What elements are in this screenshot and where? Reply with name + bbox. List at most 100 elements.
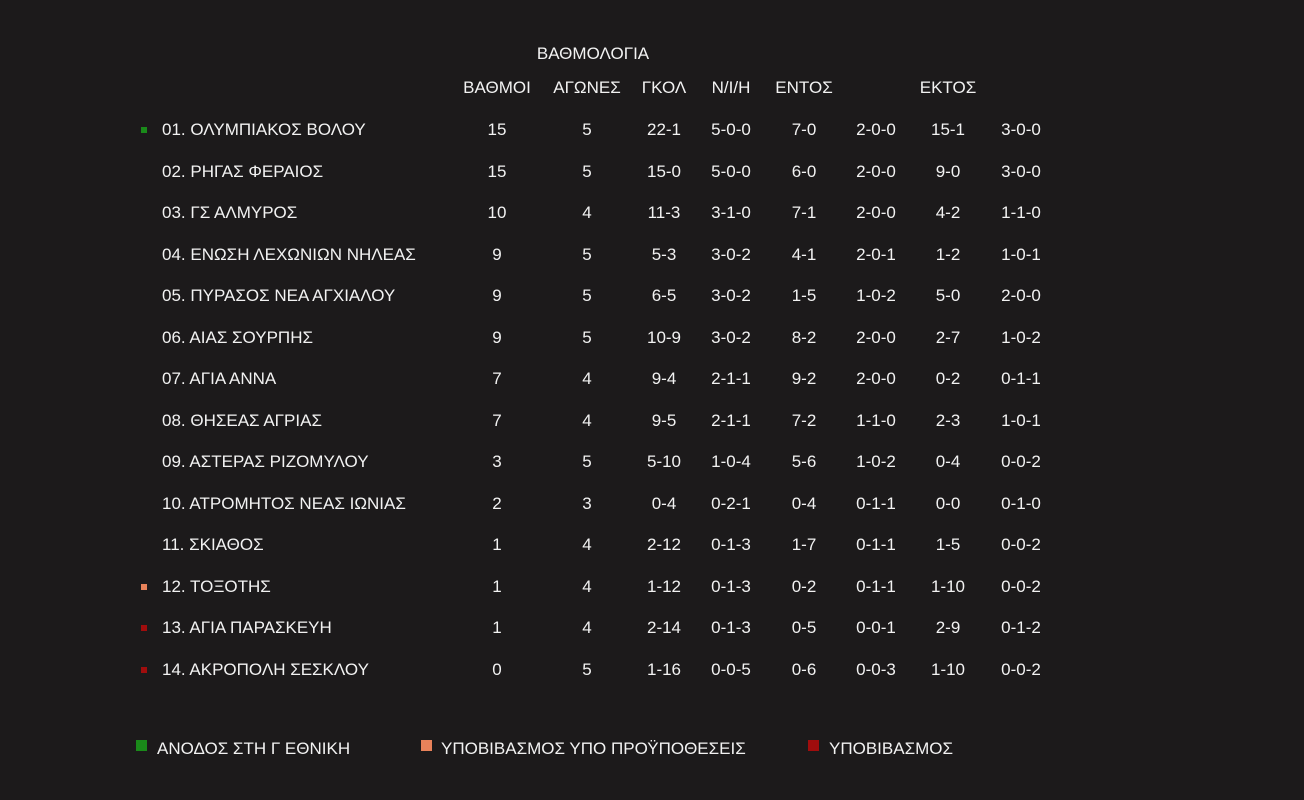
cell-points: 7 — [492, 410, 502, 430]
cell-home-record: 2-0-0 — [856, 161, 896, 181]
cell-games: 5 — [582, 161, 592, 181]
cell-away-record: 1-0-1 — [1001, 410, 1041, 430]
cell-away-record: 1-0-2 — [1001, 327, 1041, 347]
cell-record: 3-1-0 — [711, 203, 751, 222]
cell-goals: 11-3 — [647, 203, 681, 222]
header-games: ΑΓΩΝΕΣ — [553, 78, 621, 97]
team-name: 01. ΟΛΥΜΠΙΑΚΟΣ ΒΟΛΟΥ — [162, 120, 366, 139]
cell-record: 0-2-1 — [711, 493, 751, 513]
cell-record: 3-0-2 — [711, 244, 751, 264]
cell-points: 2 — [492, 493, 502, 513]
cell-record: 3-0-2 — [711, 327, 751, 347]
cell-home-goals: 0-5 — [791, 618, 817, 637]
cell-home-goals: 1-7 — [791, 535, 817, 554]
status-marker — [141, 666, 147, 673]
cell-games: 4 — [582, 203, 592, 222]
cell-games: 3 — [582, 493, 592, 513]
legend-swatch — [421, 740, 432, 751]
cell-games: 5 — [582, 244, 592, 264]
cell-home-goals: 8-2 — [791, 327, 817, 347]
legend-label: ΥΠΟΒΙΒΑΣΜΟΣ — [829, 739, 953, 758]
cell-away-goals: 2-3 — [935, 410, 961, 430]
team-name: 10. ΑΤΡΟΜΗΤΟΣ ΝΕΑΣ ΙΩΝΙΑΣ — [162, 493, 406, 513]
cell-games: 5 — [582, 659, 592, 679]
cell-away-goals: 2-9 — [935, 618, 961, 637]
cell-goals: 15-0 — [646, 161, 682, 181]
cell-goals: 22-1 — [646, 120, 682, 139]
team-name: 05. ΠΥΡΑΣΟΣ ΝΕΑ ΑΓΧΙΑΛΟΥ — [162, 286, 396, 305]
cell-home-goals: 1-5 — [791, 286, 817, 305]
team-name: 08. ΘΗΣΕΑΣ ΑΓΡΙΑΣ — [162, 410, 322, 430]
cell-home-goals: 5-6 — [791, 452, 817, 471]
header-away: ΕΚΤΟΣ — [919, 78, 977, 97]
cell-away-record: 0-1-1 — [1001, 369, 1041, 388]
legend-swatch — [136, 740, 147, 751]
standings-title: ΒΑΘΜΟΛΟΓΙΑ — [536, 44, 650, 63]
cell-away-goals: 1-10 — [930, 659, 966, 679]
team-name: 09. ΑΣΤΕΡΑΣ ΡΙΖΟΜΥΛΟΥ — [162, 452, 369, 471]
cell-away-record: 0-1-2 — [1001, 618, 1041, 637]
cell-goals: 10-9 — [646, 327, 682, 347]
cell-home-goals: 0-6 — [791, 659, 817, 679]
cell-points: 15 — [487, 120, 507, 139]
cell-away-record: 3-0-0 — [1001, 120, 1041, 139]
cell-away-record: 0-1-0 — [1001, 493, 1041, 513]
cell-home-record: 0-0-1 — [856, 618, 896, 637]
cell-away-goals: 5-0 — [935, 286, 961, 305]
legend-swatch — [808, 740, 819, 751]
cell-goals: 6-5 — [651, 286, 677, 305]
team-name: 06. ΑΙΑΣ ΣΟΥΡΠΗΣ — [162, 327, 313, 347]
header-home: ΕΝΤΟΣ — [775, 78, 833, 97]
cell-away-goals: 4-2 — [935, 203, 961, 222]
cell-away-goals: 0-0 — [935, 493, 961, 513]
cell-away-goals: 0-4 — [935, 452, 961, 471]
cell-points: 9 — [492, 327, 502, 347]
cell-record: 0-1-3 — [711, 535, 751, 554]
cell-away-record: 1-1-0 — [1001, 203, 1041, 222]
cell-home-goals: 7-2 — [791, 410, 817, 430]
cell-home-record: 0-0-3 — [856, 659, 896, 679]
cell-points: 3 — [492, 452, 502, 471]
cell-points: 1 — [492, 535, 502, 554]
cell-record: 0-0-5 — [711, 659, 751, 679]
cell-goals: 5-3 — [651, 244, 677, 264]
cell-away-record: 2-0-0 — [1001, 286, 1041, 305]
cell-away-record: 0-0-2 — [1001, 535, 1041, 554]
cell-away-goals: 9-0 — [935, 161, 961, 181]
cell-record: 3-0-2 — [711, 286, 751, 305]
cell-away-goals: 1-2 — [935, 244, 961, 264]
team-name: 14. ΑΚΡΟΠΟΛΗ ΣΕΣΚΛΟΥ — [162, 659, 369, 679]
cell-away-record: 0-0-2 — [1001, 452, 1041, 471]
cell-record: 2-1-1 — [711, 369, 751, 388]
cell-home-record: 2-0-1 — [856, 244, 896, 264]
cell-home-goals: 7-0 — [791, 120, 817, 139]
team-name: 07. ΑΓΙΑ ΑΝΝΑ — [162, 369, 277, 388]
cell-goals: 2-14 — [646, 618, 682, 637]
cell-games: 5 — [582, 286, 592, 305]
cell-home-record: 1-1-0 — [856, 410, 896, 430]
team-name: 13. ΑΓΙΑ ΠΑΡΑΣΚΕΥΗ — [162, 618, 332, 637]
cell-home-goals: 4-1 — [791, 244, 817, 264]
cell-goals: 1-16 — [646, 659, 682, 679]
legend-label: ΑΝΟΔΟΣ ΣΤΗ Γ ΕΘΝΙΚΗ — [157, 739, 351, 758]
header-points: ΒΑΘΜΟΙ — [463, 78, 531, 97]
cell-points: 10 — [487, 203, 507, 222]
cell-home-goals: 0-2 — [791, 576, 817, 596]
cell-points: 0 — [492, 659, 502, 679]
cell-games: 4 — [582, 535, 592, 554]
cell-home-goals: 7-1 — [791, 203, 817, 222]
cell-record: 2-1-1 — [711, 410, 751, 430]
team-name: 02. ΡΗΓΑΣ ΦΕΡΑΙΟΣ — [162, 161, 324, 181]
team-name: 04. ΕΝΩΣΗ ΛΕΧΩΝΙΩΝ ΝΗΛΕΑΣ — [162, 244, 416, 264]
cell-away-record: 0-0-2 — [1001, 576, 1041, 596]
cell-home-record: 0-1-1 — [856, 535, 896, 554]
status-marker — [141, 127, 147, 133]
cell-home-goals: 0-4 — [791, 493, 817, 513]
header-goals: ΓΚΟΛ — [641, 78, 687, 97]
cell-home-record: 1-0-2 — [856, 452, 896, 471]
cell-away-goals: 2-7 — [935, 327, 961, 347]
cell-games: 4 — [582, 410, 592, 430]
status-marker — [141, 625, 147, 631]
cell-games: 4 — [582, 369, 592, 388]
cell-away-goals: 1-5 — [935, 535, 961, 554]
